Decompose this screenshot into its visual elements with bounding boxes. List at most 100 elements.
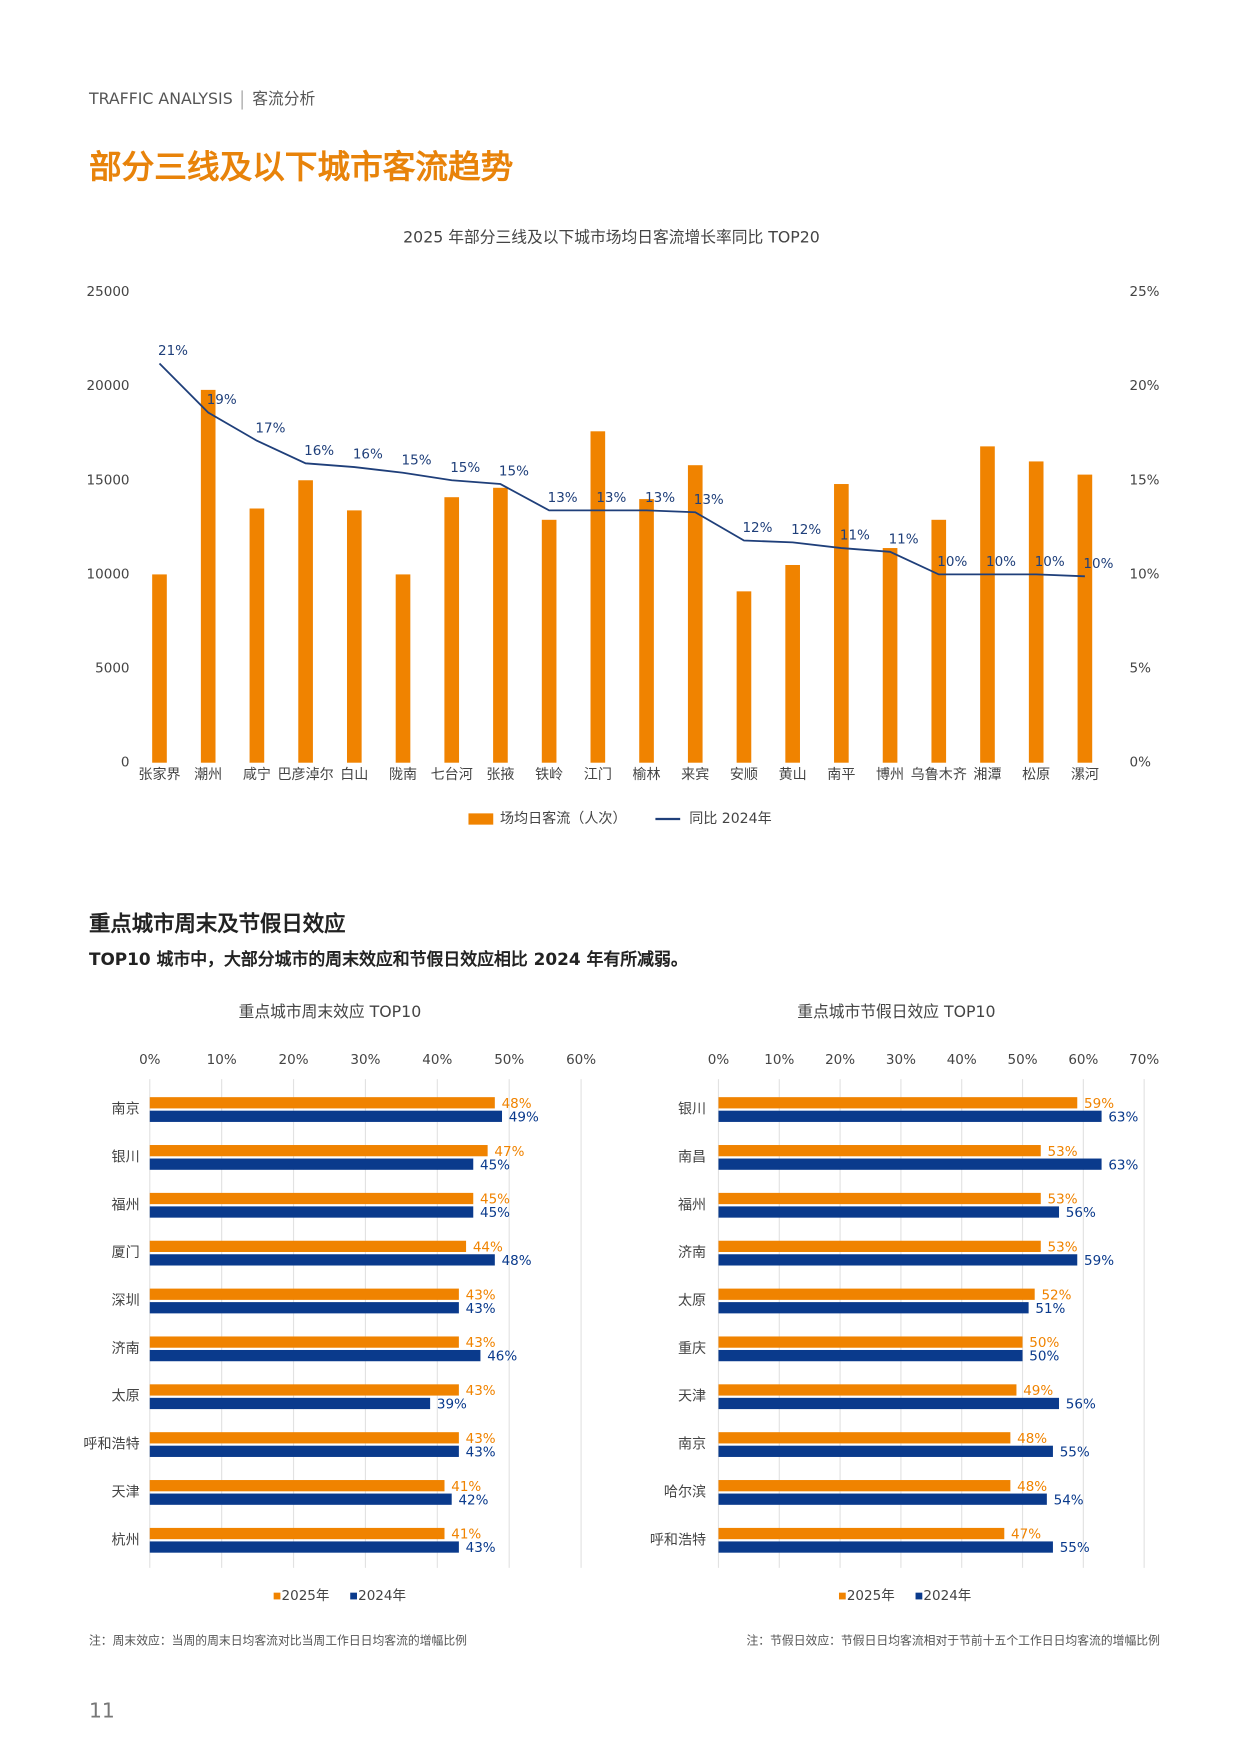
bar xyxy=(718,1432,1011,1444)
data-label: 50% xyxy=(1029,1349,1059,1365)
bar xyxy=(149,1288,459,1300)
x-tick-label: 黄山 xyxy=(779,766,807,783)
y-tick-label: 太原 xyxy=(678,1293,706,1309)
y2-tick-label: 5% xyxy=(1130,661,1152,677)
bar xyxy=(718,1192,1041,1205)
data-label: 48% xyxy=(502,1096,532,1112)
bar xyxy=(718,1254,1078,1266)
data-label: 41% xyxy=(451,1527,481,1543)
data-label: 43% xyxy=(466,1301,496,1317)
bar xyxy=(149,1493,452,1505)
bar xyxy=(1028,461,1044,763)
data-label: 10% xyxy=(1035,554,1065,570)
x-tick-label: 60% xyxy=(1068,1052,1098,1068)
bar xyxy=(687,465,703,763)
data-label: 47% xyxy=(1011,1527,1041,1543)
x-tick-label: 七台河 xyxy=(431,767,473,783)
bar xyxy=(785,564,800,763)
data-label: 45% xyxy=(480,1192,510,1208)
y-tick-label: 杭州 xyxy=(112,1532,140,1548)
bar xyxy=(444,497,460,763)
y-tick-label: 银川 xyxy=(112,1149,140,1165)
data-label: 42% xyxy=(458,1492,488,1508)
bar xyxy=(718,1527,1005,1540)
legend-swatch xyxy=(273,1592,281,1600)
legend-swatch xyxy=(468,813,494,825)
bar xyxy=(718,1541,1053,1553)
x-tick-label: 40% xyxy=(422,1052,452,1068)
y2-tick-label: 10% xyxy=(1130,566,1160,582)
x-tick-label: 漯河 xyxy=(1071,767,1099,783)
bar xyxy=(149,1541,459,1553)
data-label: 19% xyxy=(207,392,237,408)
section-summary: TOP10 城市中，大部分城市的周末效应和节假日效应相比 2024 年有所减弱。 xyxy=(89,949,688,969)
data-label: 15% xyxy=(402,452,432,468)
x-tick-label: 咸宁 xyxy=(243,766,271,783)
bar xyxy=(718,1445,1053,1457)
y-tick-label: 银川 xyxy=(678,1102,706,1118)
x-tick-label: 陇南 xyxy=(389,767,417,783)
line xyxy=(158,362,1085,578)
data-label: 10% xyxy=(986,554,1016,570)
bar xyxy=(718,1158,1102,1170)
bar xyxy=(718,1336,1023,1348)
data-label: 39% xyxy=(437,1397,467,1413)
data-label: 43% xyxy=(466,1335,496,1351)
x-tick-label: 江门 xyxy=(584,767,612,783)
legend-swatch xyxy=(915,1592,923,1600)
data-label: 51% xyxy=(1035,1301,1065,1317)
x-tick-label: 50% xyxy=(1008,1052,1038,1068)
bar xyxy=(149,1397,431,1410)
bar xyxy=(718,1397,1060,1410)
y-tick-label: 哈尔滨 xyxy=(664,1484,706,1500)
legend-label: 2024年 xyxy=(923,1588,971,1604)
y2-tick-label: 20% xyxy=(1130,378,1160,394)
data-label: 63% xyxy=(1108,1109,1138,1125)
bar xyxy=(718,1110,1102,1122)
bar xyxy=(493,487,508,763)
x-tick-label: 安顺 xyxy=(730,767,758,783)
data-label: 55% xyxy=(1060,1444,1090,1460)
x-tick-label: 榆林 xyxy=(632,767,660,783)
x-tick-label: 20% xyxy=(279,1052,309,1068)
bar xyxy=(834,484,849,763)
page-number: 11 xyxy=(89,1699,115,1723)
data-label: 21% xyxy=(158,343,188,359)
bar xyxy=(149,1158,474,1170)
x-tick-label: 湘潭 xyxy=(973,766,1001,783)
x-tick-label: 30% xyxy=(350,1052,380,1068)
bar xyxy=(149,1145,488,1157)
header-label: TRAFFIC ANALYSIS xyxy=(88,89,233,108)
data-label: 49% xyxy=(509,1109,539,1125)
legend-label: 场均日客流（人次） xyxy=(500,810,627,827)
x-tick-label: 巴彦淖尔 xyxy=(277,767,333,783)
x-tick-label: 0% xyxy=(708,1052,730,1068)
section-heading: 重点城市周末及节假日效应 xyxy=(89,911,346,937)
data-label: 43% xyxy=(466,1540,496,1556)
x-tick-label: 白山 xyxy=(340,767,368,783)
data-label: 12% xyxy=(791,522,821,538)
bar xyxy=(931,519,947,763)
x-tick-label: 40% xyxy=(947,1052,977,1068)
data-label: 15% xyxy=(499,464,529,480)
data-label: 46% xyxy=(487,1349,517,1365)
y-tick-label: 南京 xyxy=(678,1437,706,1453)
bar xyxy=(200,389,216,763)
y-tick-label: 0 xyxy=(121,755,130,771)
data-label: 48% xyxy=(502,1253,532,1269)
x-tick-label: 松原 xyxy=(1022,767,1050,783)
legend-swatch xyxy=(350,1592,357,1600)
bar xyxy=(718,1493,1047,1505)
bar xyxy=(149,1097,495,1109)
y-tick-label: 天津 xyxy=(678,1389,706,1405)
x-tick-label: 乌鲁木齐 xyxy=(911,767,967,783)
x-tick-label: 潮州 xyxy=(194,767,222,783)
data-label: 43% xyxy=(466,1287,496,1303)
legend-swatch xyxy=(838,1592,846,1600)
bar xyxy=(718,1288,1035,1300)
data-label: 16% xyxy=(304,443,334,459)
data-label: 59% xyxy=(1084,1253,1114,1269)
x-tick-label: 20% xyxy=(825,1052,855,1068)
legend-label: 同比 2024年 xyxy=(689,811,771,827)
